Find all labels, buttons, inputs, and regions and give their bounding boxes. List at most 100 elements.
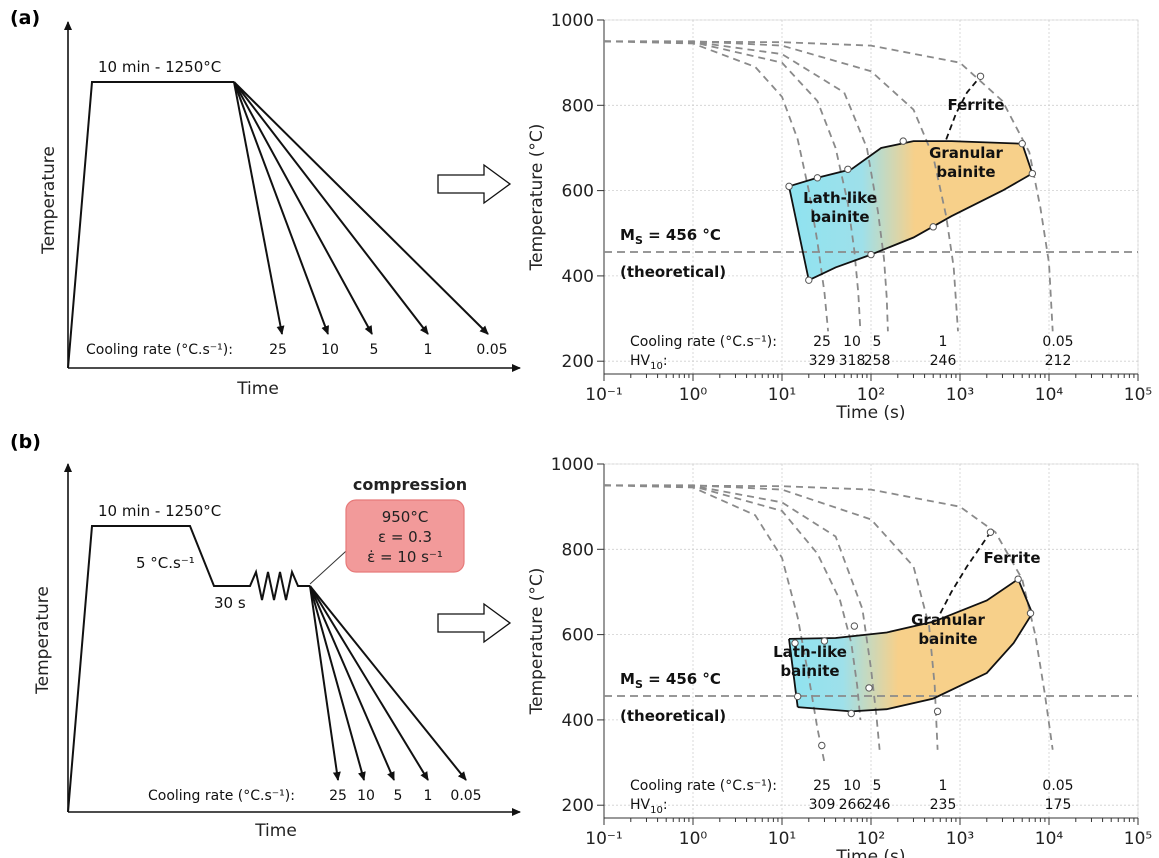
cct-chart-b: 10⁻¹ 10⁰ 10¹ 10² 10³ 10⁴ 10⁵ 200 400 600 800 1000 Ti… [527,455,1152,858]
data-marker [976,72,985,80]
x-tick-label: 10⁵ [1124,829,1152,849]
y-tick-label: 1000 [551,11,594,31]
rate-label: 1 [424,342,433,358]
compression-temp: 950°C [382,508,429,526]
rate-label: 1 [424,788,433,804]
hardness-value: 175 [1045,797,1072,813]
cooling-arrow-5 [309,585,395,781]
panel-label-b: (b) [10,431,41,453]
ms-label: MS = 456 °C [620,670,721,691]
compression-box [345,499,465,573]
rate-label: 25 [329,788,347,804]
y-tick-label: 200 [562,352,594,372]
x-tick-label: 10² [857,385,885,405]
ferrite-start-boundary [945,75,982,140]
y-tick-label: 200 [562,796,594,816]
cooling-curve-5 [603,484,881,750]
x-axis-label: Time (s) [835,403,905,423]
x-tick-label: 10⁰ [679,829,708,849]
y-axis-label: Temperature (°C) [527,124,547,272]
rate-value: 5 [873,334,882,350]
cooling-curve-1 [604,484,939,750]
hardness-value: 266 [839,797,866,813]
x-tick-label: 10¹ [768,829,796,849]
hold-label: 10 min - 1250°C [98,502,221,520]
schedule-x-label: Time [236,379,279,399]
hardness-value: 246 [864,797,891,813]
data-marker [791,639,799,647]
y-axis-label: Temperature (°C) [527,568,547,716]
ferrite-start-boundary [939,531,992,614]
region-left-edge [788,186,810,281]
granular-bainite-label: bainite [936,163,995,181]
rate-label: 5 °C.s⁻¹ [136,554,195,572]
rate-label: 0.05 [450,788,481,804]
cooling-arrow-10 [309,585,366,781]
x-tick-label: 10⁻¹ [585,829,622,849]
cooling-arrow-25 [309,585,341,781]
cooling-arrow-5 [233,81,373,335]
bainite-start-boundary [788,140,1034,188]
rate-label: 5 [370,342,379,358]
x-tick-label: 10³ [946,829,974,849]
x-tick-label: 10⁰ [679,385,708,405]
data-marker [785,182,793,191]
rate-label: 10 [321,342,339,358]
arrow-to-chart-icon [437,602,512,644]
data-marker [805,276,813,284]
cooling-arrow-25 [233,81,285,335]
cooling-curve-5 [603,40,889,332]
x-tick-label: 10⁵ [1124,385,1152,405]
data-marker [1026,609,1035,617]
rate-value: 0.05 [1042,334,1073,350]
cooling-curve-10 [603,40,862,332]
data-marker [813,174,822,182]
data-marker [933,707,942,716]
y-tick-label: 400 [562,711,594,731]
x-tick-label: 10⁴ [1035,385,1064,405]
x-tick-label: 10³ [946,385,974,405]
cct-chart-a: 10⁻¹ 10⁰ 10¹ 10² 10³ 10⁴ 10⁵ 200 400 600 800 1000 Ti… [527,11,1152,423]
y-tick-label: 600 [562,182,594,202]
dwell-label: 30 s [214,594,246,612]
panel-a: (a) Temperature Time 10 min - 1250°C Coo… [10,7,1152,423]
ferrite-label: Ferrite [983,549,1040,567]
arrow-to-chart-icon [437,163,512,205]
panel-b: (b) Temperature Time 10 min - 1250°C 5 °… [10,431,1152,858]
rate-value: 1 [939,778,948,794]
compression-title: compression [353,475,467,494]
data-marker [865,684,873,692]
rate-value: 25 [813,334,831,350]
y-tick-label: 400 [562,267,594,287]
hv-label: HV10: [630,353,668,372]
cooling-rate-label: Cooling rate (°C.s⁻¹): [630,778,777,794]
cooling-arrow-10 [233,81,329,335]
cooling-arrow-0-05 [309,585,467,781]
lath-bainite-label: Lath-like [803,189,877,207]
granular-bainite-label: Granular [911,611,985,629]
schedule-y-label: Temperature [33,586,53,695]
rate-label: 10 [357,788,375,804]
y-tick-label: 600 [562,626,594,646]
cooling-arrow-1 [233,81,429,335]
rate-value: 1 [939,334,948,350]
rate-value: 0.05 [1042,778,1073,794]
hardness-value: 235 [930,797,957,813]
schedule-b: Temperature Time 10 min - 1250°C 5 °C.s⁻… [33,463,521,841]
cooling-curve-0-05 [603,484,1054,750]
granular-bainite-label: Granular [929,144,1003,162]
y-tick-label: 800 [562,540,594,560]
compression-strain: ε = 0.3 [378,528,432,546]
schedule-x-label: Time [254,821,297,841]
data-marker [1028,169,1037,178]
rate-label: 25 [269,342,287,358]
schedule-y-label: Temperature [39,146,59,255]
rate-label: 5 [394,788,403,804]
bainite-region [789,141,1033,281]
data-marker [850,622,859,630]
lath-bainite-label: bainite [780,662,839,680]
y-tick-label: 800 [562,96,594,116]
data-marker [820,637,829,645]
data-marker [847,709,855,718]
rate-label: 0.05 [476,342,507,358]
